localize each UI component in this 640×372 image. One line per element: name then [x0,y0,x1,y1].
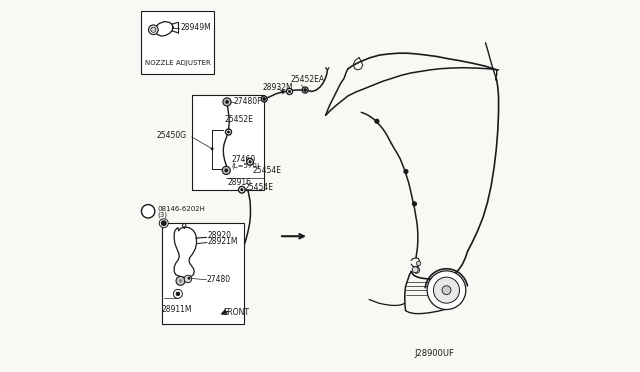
Circle shape [175,292,180,296]
Circle shape [303,89,307,92]
Circle shape [403,169,408,174]
Circle shape [374,119,380,124]
Text: 25452E: 25452E [225,115,253,124]
Text: 28920: 28920 [207,231,232,240]
Text: B: B [145,207,150,216]
Circle shape [172,26,174,29]
Circle shape [225,169,228,172]
Circle shape [412,267,418,273]
Text: 08146-6202H: 08146-6202H [157,206,205,212]
Circle shape [281,90,285,94]
Circle shape [225,100,229,104]
Circle shape [179,279,182,283]
Bar [162,223,244,324]
Circle shape [240,188,244,191]
Text: J28900UF: J28900UF [415,349,455,358]
Text: 28932M: 28932M [262,83,293,92]
Bar [141,11,214,74]
Circle shape [211,147,214,150]
Text: (3): (3) [157,211,167,218]
Text: 28916: 28916 [228,178,252,187]
Text: 27460: 27460 [232,155,256,164]
Circle shape [303,88,307,92]
Text: 25450G: 25450G [156,131,186,140]
Circle shape [248,160,252,164]
Circle shape [159,219,168,228]
Circle shape [223,98,231,106]
Text: 25452EA: 25452EA [291,76,324,84]
Circle shape [161,220,167,226]
Circle shape [427,271,466,310]
Circle shape [141,205,155,218]
Text: FRONT: FRONT [223,308,250,317]
Text: 25454E: 25454E [252,166,282,174]
Circle shape [261,96,268,102]
Circle shape [173,289,182,298]
Circle shape [433,277,460,303]
Text: 28921M: 28921M [207,237,238,246]
Circle shape [239,186,245,193]
Text: 27480F: 27480F [234,97,262,106]
Circle shape [287,89,292,94]
Circle shape [262,97,266,100]
Circle shape [226,101,228,103]
Circle shape [225,129,232,135]
Circle shape [442,286,451,295]
Circle shape [184,275,191,283]
Circle shape [222,166,230,174]
Circle shape [412,201,417,206]
Circle shape [176,292,180,296]
Text: (L=570): (L=570) [232,163,260,169]
Circle shape [262,97,266,101]
Text: 28911M: 28911M [162,305,193,314]
Circle shape [188,277,191,280]
Circle shape [148,25,158,35]
Circle shape [302,87,308,93]
Text: NOZZLE ADJUSTER: NOZZLE ADJUSTER [145,60,211,66]
Bar [191,95,264,190]
Circle shape [225,169,227,171]
Circle shape [288,90,291,93]
Circle shape [162,221,166,225]
Circle shape [176,276,185,285]
Text: 27480: 27480 [207,275,231,283]
Text: 25454E: 25454E [244,183,273,192]
Circle shape [246,158,253,165]
Circle shape [417,261,421,266]
Circle shape [227,131,230,134]
Text: 28949M: 28949M [180,23,211,32]
Circle shape [151,27,156,32]
